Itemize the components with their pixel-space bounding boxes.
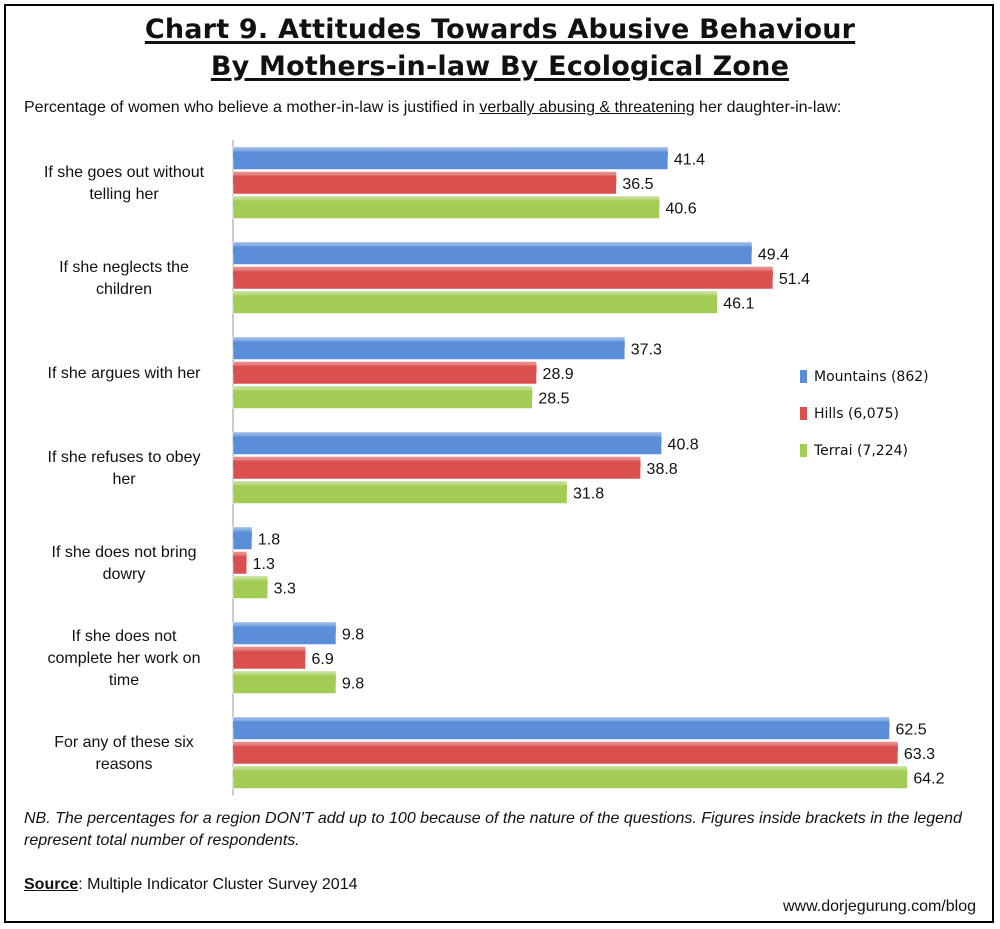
- bar-highlight: [233, 242, 752, 254]
- subtitle-start: Percentage of women who believe a mother…: [24, 99, 480, 116]
- legend-swatch: [800, 444, 807, 457]
- category-label: If she goes out without telling her: [44, 164, 205, 203]
- source-line: Source: Multiple Indicator Cluster Surve…: [24, 876, 358, 894]
- bar-highlight: [233, 171, 617, 183]
- value-label: 51.4: [779, 271, 810, 288]
- value-label: 1.8: [258, 531, 280, 548]
- value-label: 49.4: [758, 246, 789, 263]
- category-label: If she neglects the children: [59, 259, 189, 298]
- value-label: 6.9: [311, 651, 333, 668]
- bar-highlight: [233, 196, 660, 208]
- value-label: 9.8: [342, 675, 364, 692]
- legend-swatch: [800, 407, 807, 420]
- bar-highlight: [233, 481, 568, 493]
- bar-highlight: [233, 622, 336, 634]
- value-label: 31.8: [573, 485, 604, 502]
- value-label: 40.8: [668, 436, 699, 453]
- bar-highlight: [233, 766, 908, 778]
- legend-label: Hills (6,075): [814, 406, 899, 422]
- value-label: 36.5: [622, 176, 653, 193]
- bar-highlight: [233, 646, 306, 658]
- legend-label: Terrai (7,224): [813, 443, 908, 459]
- value-label: 46.1: [723, 295, 754, 312]
- bar-highlight: [233, 432, 662, 444]
- bar-highlight: [233, 456, 641, 468]
- chart-frame: [4, 4, 994, 923]
- chart-subtitle: Percentage of women who believe a mother…: [24, 99, 841, 117]
- value-label: 38.8: [647, 461, 678, 478]
- value-label: 28.9: [543, 366, 574, 383]
- chart-title-line1: Chart 9. Attitudes Towards Abusive Behav…: [144, 14, 856, 45]
- footnote: NB. The percentages for a region DON'T a…: [24, 810, 962, 849]
- website-credit: www.dorjegurung.com/blog: [783, 898, 976, 915]
- bar-highlight: [233, 386, 533, 398]
- bar-highlight: [233, 337, 625, 349]
- category-label: If she argues with her: [48, 365, 202, 382]
- bar-highlight: [233, 527, 252, 539]
- subtitle-underlined: verbally abusing & threatening: [479, 99, 695, 116]
- category-label: If she does not bring dowry: [52, 544, 197, 583]
- value-label: 40.6: [665, 200, 696, 217]
- value-label: 37.3: [631, 341, 662, 358]
- value-label: 41.4: [674, 151, 705, 168]
- bar-highlight: [233, 671, 336, 683]
- legend-label: Mountains (862): [814, 369, 929, 385]
- source-label: Source: [24, 876, 79, 893]
- bar-highlight: [233, 147, 668, 159]
- bar-highlight: [233, 717, 890, 729]
- bar-highlight: [233, 576, 268, 588]
- bar-highlight: [233, 551, 247, 563]
- chart-title-line2: By Mothers-in-law By Ecological Zone: [210, 51, 790, 82]
- value-label: 3.3: [274, 580, 296, 597]
- value-label: 28.5: [538, 390, 569, 407]
- source-text: : Multiple Indicator Cluster Survey 2014: [78, 876, 358, 893]
- value-label: 63.3: [904, 746, 935, 763]
- legend-swatch: [800, 370, 807, 383]
- subtitle-end: her daughter-in-law:: [694, 99, 842, 116]
- category-label: If she does not complete her work on time: [48, 628, 201, 689]
- value-label: 62.5: [895, 721, 926, 738]
- bar-highlight: [233, 741, 898, 753]
- value-label: 1.3: [253, 556, 275, 573]
- value-label: 9.8: [342, 626, 364, 643]
- category-label: If she refuses to obey her: [48, 449, 201, 488]
- category-label: For any of these six reasons: [54, 734, 194, 773]
- bar-highlight: [233, 291, 718, 303]
- bar-highlight: [233, 266, 773, 278]
- value-label: 64.2: [913, 770, 944, 787]
- bar-highlight: [233, 361, 537, 373]
